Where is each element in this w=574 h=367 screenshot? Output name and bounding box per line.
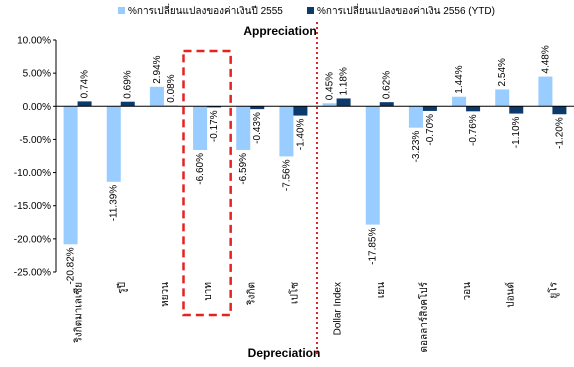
x-axis: ริงกิตมาเลเซีย รูปี หยวน บาท ริงกิต เปโซ Dolla…	[56, 105, 574, 353]
legend-swatch-2555	[118, 7, 125, 14]
bar-series-1	[236, 106, 251, 150]
data-label-series-1: -11.39%	[109, 185, 120, 222]
x-category-label: เยน	[376, 282, 387, 298]
data-label-series-1: 4.48%	[540, 45, 551, 73]
y-tick-label: -10.00%	[14, 168, 51, 179]
bar-series-1	[279, 106, 294, 157]
y-tick-label: 5.00%	[23, 69, 51, 80]
bar-series-2	[293, 106, 308, 116]
x-category-label: Dollar Index	[333, 282, 344, 335]
annotation-appreciation: Appreciation	[243, 24, 316, 38]
data-label-series-2: 1.18%	[339, 67, 350, 95]
data-labels: -20.82% 0.74% -11.39% 0.69% 2.94%0.08% -6.60%…	[66, 45, 566, 284]
bar-series-1	[495, 89, 510, 107]
bar-series-1	[63, 106, 78, 245]
bar-series-2	[77, 101, 92, 107]
bar-series-1	[193, 106, 208, 151]
legend-swatch-2556	[307, 7, 314, 14]
y-tick-label: 0.00%	[23, 102, 51, 113]
annotation-depreciation: Depreciation	[248, 346, 321, 360]
x-category-label: ดอลลาร์สิงคโปร์	[417, 281, 430, 352]
x-category-label: วอน	[462, 282, 473, 301]
bar-series-2	[379, 102, 394, 107]
y-tick-label: -15.00%	[14, 201, 51, 212]
x-category-label: ปอนด์	[504, 282, 516, 308]
bar-series-2	[207, 106, 222, 108]
bar-series-1	[106, 106, 121, 182]
data-label-series-2: 0.69%	[123, 70, 134, 98]
data-label-series-2: -1.20%	[554, 117, 565, 149]
x-category-label: ริงกิต	[246, 282, 257, 305]
data-label-series-2: -0.17%	[209, 110, 220, 142]
bar-series-2	[250, 106, 265, 110]
data-label-series-2: 0.08%	[166, 74, 177, 102]
y-axis: -25.00% -20.00% -15.00% -10.00% -5.00% 0.00% 5…	[14, 36, 57, 279]
bar-series-1	[452, 96, 467, 107]
data-label-series-1: -6.60%	[195, 153, 206, 185]
data-label-series-1: -3.23%	[411, 131, 422, 163]
x-category-label: บาท	[203, 282, 214, 301]
data-label-series-1: 0.45%	[325, 72, 336, 100]
y-tick-label: -5.00%	[19, 135, 51, 146]
data-label-series-2: 0.62%	[382, 71, 393, 99]
legend-label-2556: %การเปลี่ยนแปลงของค่าเงิน 2556 (YTD)	[317, 3, 495, 17]
bar-series-1	[538, 76, 553, 107]
y-tick-label: -20.00%	[14, 234, 51, 245]
data-label-series-1: -17.85%	[368, 228, 379, 265]
legend-label-2555: %การเปลี่ยนแปลงของค่าเงินปี 2555	[128, 3, 283, 17]
bar-series-1	[322, 103, 337, 107]
x-category-label: ริงกิตมาเลเซีย	[73, 282, 85, 343]
data-label-series-1: 1.44%	[454, 65, 465, 93]
data-label-series-2: -0.70%	[425, 114, 436, 146]
bar-series-2	[120, 101, 135, 107]
legend: %การเปลี่ยนแปลงของค่าเงินปี 2555 %การเปล…	[118, 3, 495, 17]
decor	[182, 22, 318, 355]
data-label-series-2: -1.10%	[511, 116, 522, 148]
x-category-label: ยูโร	[546, 281, 559, 298]
bars	[63, 76, 567, 245]
bar-series-2	[336, 98, 351, 107]
data-label-series-1: -6.59%	[238, 153, 249, 185]
x-category-label: รูปี	[116, 282, 128, 294]
data-label-series-2: 0.74%	[80, 70, 91, 98]
data-label-series-1: -20.82%	[66, 247, 77, 284]
bar-series-2	[422, 106, 437, 111]
bar-series-2	[509, 106, 524, 114]
data-label-series-1: 2.54%	[497, 58, 508, 86]
x-category-label: หยวน	[160, 282, 171, 307]
highlight-box-baht	[182, 49, 232, 317]
y-tick-label: -25.00%	[14, 268, 51, 279]
data-label-series-2: -1.40%	[295, 118, 306, 150]
data-label-series-1: 2.94%	[152, 55, 163, 83]
bar-series-1	[365, 106, 380, 225]
data-label-series-2: -0.43%	[252, 112, 263, 144]
bar-series-1	[149, 86, 164, 107]
bar-series-2	[466, 106, 481, 112]
bar-series-2	[552, 106, 567, 115]
x-category-label: เปโซ	[287, 282, 300, 304]
data-label-series-1: -7.56%	[281, 159, 292, 191]
data-label-series-2: -0.76%	[468, 114, 479, 146]
bar-series-1	[408, 106, 423, 128]
y-tick-label: 10.00%	[17, 36, 51, 47]
